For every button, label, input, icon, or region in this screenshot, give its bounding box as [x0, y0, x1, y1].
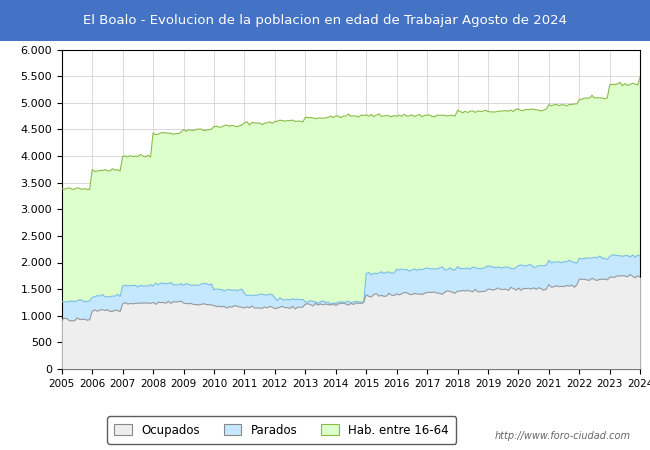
Legend: Ocupados, Parados, Hab. entre 16-64: Ocupados, Parados, Hab. entre 16-64 — [107, 416, 456, 444]
Text: http://www.foro-ciudad.com: http://www.foro-ciudad.com — [495, 431, 630, 441]
Text: El Boalo - Evolucion de la poblacion en edad de Trabajar Agosto de 2024: El Boalo - Evolucion de la poblacion en … — [83, 14, 567, 27]
